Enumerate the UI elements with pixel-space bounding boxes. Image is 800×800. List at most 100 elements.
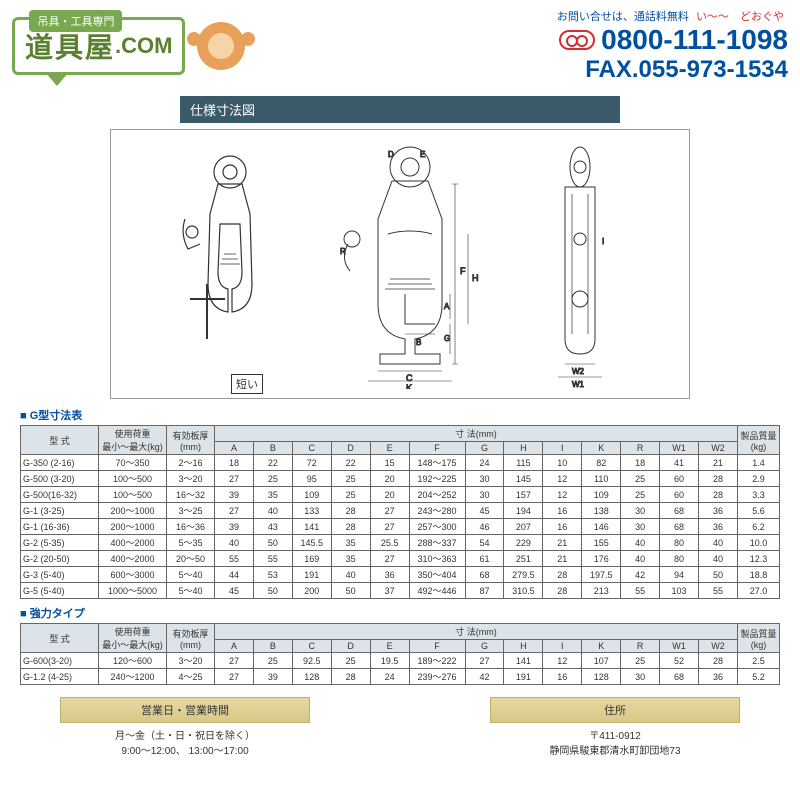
svg-text:K: K (406, 383, 412, 389)
table-cell: G-1.2 (4-25) (21, 669, 99, 685)
th-dim-D: D (331, 640, 370, 653)
th-dim-G: G (465, 442, 504, 455)
svg-text:I: I (602, 237, 604, 246)
table-cell: 25 (621, 653, 660, 669)
th-dim-G: G (465, 640, 504, 653)
table-cell: 36 (698, 669, 737, 685)
table-row: G-2 (5-35)400〜20005〜354050145.53525.5288… (21, 535, 780, 551)
table-cell: 35 (331, 551, 370, 567)
th-dim-A: A (215, 640, 254, 653)
table-cell: 41 (660, 455, 699, 471)
addr-line1: 〒411-0912 (490, 729, 740, 744)
table-cell: 92.5 (292, 653, 331, 669)
table-cell: 107 (582, 653, 621, 669)
clamp-right-icon: W2 W1 I (530, 139, 630, 389)
svg-text:A: A (444, 302, 450, 311)
th-dim-C: C (292, 640, 331, 653)
table-cell: 5.2 (738, 669, 780, 685)
table-cell: 109 (582, 487, 621, 503)
table-cell: 16 (543, 669, 582, 685)
table-cell: 12.3 (738, 551, 780, 567)
table-cell: 30 (465, 487, 504, 503)
th-dim-E: E (370, 640, 409, 653)
table-cell: 60 (660, 487, 699, 503)
table-row: G-1 (16-36)200〜100016〜3639431412827257〜3… (21, 519, 780, 535)
hours-line2: 9:00〜12:00、 13:00〜17:00 (60, 744, 310, 759)
table-cell: G-500(16-32) (21, 487, 99, 503)
table-cell: 3〜20 (167, 471, 215, 487)
table-cell: 50 (698, 567, 737, 583)
svg-text:D: D (388, 150, 394, 159)
table-cell: 20〜50 (167, 551, 215, 567)
table-cell: 70〜350 (99, 455, 167, 471)
table-cell: 27 (370, 519, 409, 535)
table-cell: G-1 (16-36) (21, 519, 99, 535)
table-cell: 6.2 (738, 519, 780, 535)
table-cell: 72 (292, 455, 331, 471)
table-cell: 194 (504, 503, 543, 519)
contact-label-line: お問い合せは、通話料無料 い〜〜 どおぐや (257, 8, 788, 24)
table-row: G-5 (5-40)1000〜50005〜4045502005037492〜44… (21, 583, 780, 599)
table-cell: 200〜1000 (99, 503, 167, 519)
table-cell: 145.5 (292, 535, 331, 551)
table-cell: G-500 (3-20) (21, 471, 99, 487)
table-cell: 28 (698, 471, 737, 487)
table-cell: 16 (543, 519, 582, 535)
table-cell: G-3 (5-40) (21, 567, 99, 583)
table-cell: 40 (621, 535, 660, 551)
table-cell: 148〜175 (409, 455, 465, 471)
table-cell: 39 (253, 669, 292, 685)
th-load: 使用荷重 最小〜最大(kg) (99, 624, 167, 653)
diagram-note: 短い (231, 374, 263, 394)
table-cell: 10 (543, 455, 582, 471)
address-label: 住所 (490, 697, 740, 723)
contact-block: お問い合せは、通話料無料 い〜〜 どおぐや 0800-111-1098 FAX.… (257, 8, 788, 84)
table-cell: 55 (253, 551, 292, 567)
table-cell: 3〜20 (167, 653, 215, 669)
table-cell: 40 (331, 567, 370, 583)
table-cell: 40 (253, 503, 292, 519)
dimension-diagram: F H A G C K B DE R W2 W1 I 短い (110, 129, 690, 399)
table-cell: 15 (370, 455, 409, 471)
table-cell: 25 (331, 471, 370, 487)
th-mass: 製品質量 (kg) (738, 426, 780, 455)
table-cell: 50 (331, 583, 370, 599)
table-cell: 251 (504, 551, 543, 567)
table-cell: 207 (504, 519, 543, 535)
th-dim-W2: W2 (698, 442, 737, 455)
table-cell: 27 (215, 471, 254, 487)
table-cell: 24 (370, 669, 409, 685)
table-cell: 44 (215, 567, 254, 583)
table-cell: 30 (621, 669, 660, 685)
phone-kana-do: どおぐや (740, 11, 784, 23)
table-row: G-600(3-20)120〜6003〜20272592.52519.5189〜… (21, 653, 780, 669)
table-cell: 141 (504, 653, 543, 669)
svg-text:F: F (460, 266, 466, 276)
table-cell: 21 (543, 551, 582, 567)
svg-text:C: C (406, 373, 413, 383)
table-cell: 39 (215, 487, 254, 503)
table-cell: 25 (621, 487, 660, 503)
th-dim-F: F (409, 442, 465, 455)
table-cell: 204〜252 (409, 487, 465, 503)
table-cell: 55 (698, 583, 737, 599)
clamp-left-icon (170, 144, 290, 384)
table-cell: 200 (292, 583, 331, 599)
table-cell: 16〜36 (167, 519, 215, 535)
table-cell: 37 (370, 583, 409, 599)
table-row: G-350 (2-16)70〜3502〜161822722215148〜1752… (21, 455, 780, 471)
table-cell: 46 (465, 519, 504, 535)
table-row: G-1.2 (4-25)240〜12004〜2527391282824239〜2… (21, 669, 780, 685)
th-dim-R: R (621, 640, 660, 653)
table-cell: 40 (621, 551, 660, 567)
page-header: 吊具・工具専門 道具屋 .COM お問い合せは、通話料無料 い〜〜 どおぐや 0… (0, 0, 800, 92)
table-cell: 20 (370, 487, 409, 503)
table-cell: 27 (370, 503, 409, 519)
svg-text:W2: W2 (572, 367, 585, 376)
table-cell: 52 (660, 653, 699, 669)
table-cell: 30 (465, 471, 504, 487)
table-cell: 200〜1000 (99, 519, 167, 535)
table-cell: 1.4 (738, 455, 780, 471)
addr-line2: 静岡県駿東郡清水町卸団地73 (490, 744, 740, 759)
table-cell: 22 (253, 455, 292, 471)
